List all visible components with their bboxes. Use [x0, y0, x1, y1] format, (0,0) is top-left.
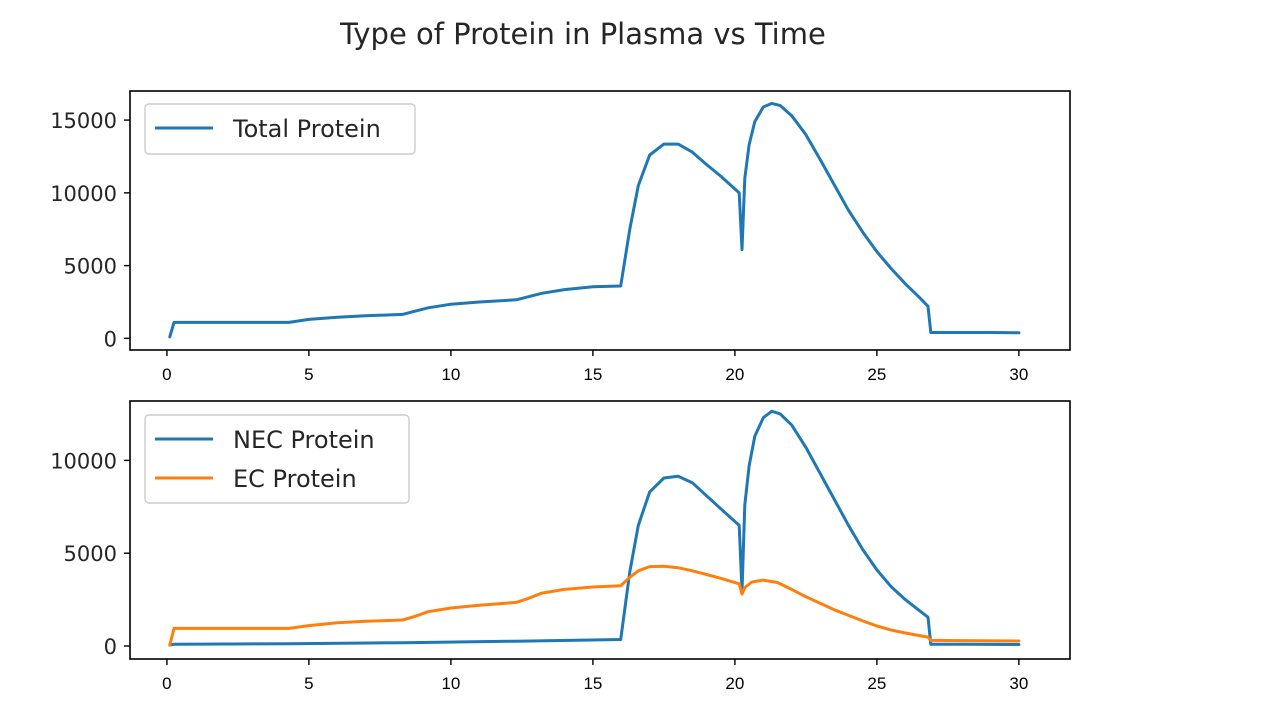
y-tick-label: 15000 [50, 109, 117, 133]
x-tick-label: 0 [162, 365, 171, 384]
x-tick-label: 10 [441, 365, 460, 384]
y-tick-label: 5000 [64, 255, 117, 279]
x-tick-label: 10 [441, 674, 460, 693]
y-tick-label: 0 [104, 635, 117, 659]
y-tick-label: 10000 [50, 182, 117, 206]
x-tick-label: 20 [725, 674, 744, 693]
x-tick-label: 30 [1009, 674, 1028, 693]
x-tick-label: 5 [304, 674, 313, 693]
y-tick-label: 0 [104, 327, 117, 351]
series-line-nec-protein [168, 409, 1021, 647]
series-line-ec-protein [168, 564, 1021, 647]
legend-box [144, 103, 416, 155]
x-tick-label: 0 [162, 674, 171, 693]
x-tick-label: 5 [304, 365, 313, 384]
x-tick-label: 25 [867, 365, 886, 384]
x-tick-label: 15 [583, 674, 602, 693]
x-tick-label: 15 [583, 365, 602, 384]
axes-frame [129, 90, 1071, 351]
nec-ec-protein-axes: 0 5 10 15 20 25 30 0 5000 10000 NEC Protein EC Prot… [50, 400, 1071, 693]
legend-label-ec-protein: EC Protein [233, 465, 357, 493]
figure-title: Type of Protein in Plasma vs Time [339, 17, 826, 51]
legend: Total Protein [144, 103, 416, 155]
legend-box [144, 414, 410, 504]
legend-label-nec-protein: NEC Protein [233, 426, 375, 454]
x-tick-label: 30 [1009, 365, 1028, 384]
axes-frame [129, 400, 1071, 660]
y-tick-label: 10000 [50, 449, 117, 473]
legend: NEC Protein EC Protein [144, 414, 410, 504]
series-line-total-protein [168, 101, 1021, 339]
x-tick-label: 20 [725, 365, 744, 384]
x-tick-label: 25 [867, 674, 886, 693]
y-tick-label: 5000 [64, 542, 117, 566]
total-protein-axes: 0 5 10 15 20 25 30 0 5000 10000 15000 Total Protein [50, 90, 1071, 384]
legend-label-total-protein: Total Protein [232, 115, 381, 143]
